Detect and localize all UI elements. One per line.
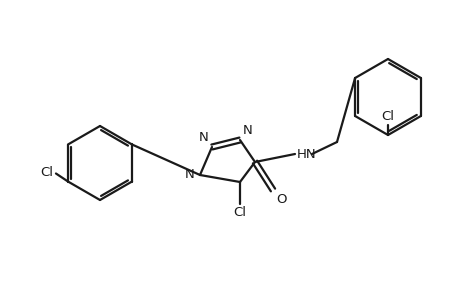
Text: O: O [275, 193, 286, 206]
Text: N: N [185, 169, 195, 182]
Text: N: N [199, 131, 208, 144]
Text: N: N [242, 124, 252, 137]
Text: Cl: Cl [40, 166, 53, 179]
Text: Cl: Cl [381, 110, 394, 123]
Text: HN: HN [297, 148, 316, 160]
Text: Cl: Cl [233, 206, 246, 219]
